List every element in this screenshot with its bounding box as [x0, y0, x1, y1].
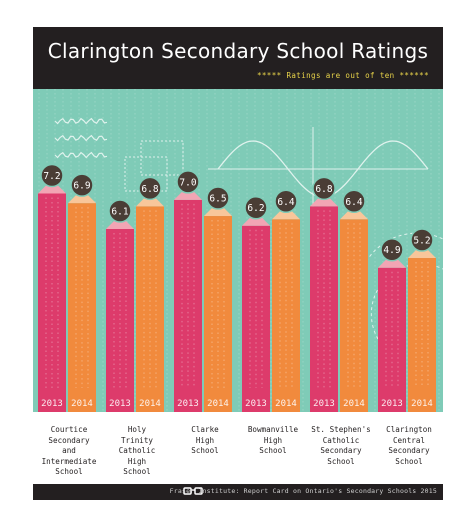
pencil-bar: 5.2 2014 [408, 228, 436, 412]
data-label: 4.9 [383, 245, 400, 256]
chart-title: Clarington Secondary School Ratings [47, 39, 429, 63]
source-note: Fraser Institute: Report Card on Ontario… [169, 487, 437, 495]
series-year-label: 2013 [313, 399, 335, 409]
category-label: St. Stephen's Catholic Secondary School [311, 425, 371, 466]
pencil-bar: 6.8 2013 [310, 176, 338, 412]
pencil-bar: 7.2 2013 [38, 163, 66, 412]
data-label: 7.2 [43, 171, 60, 182]
formula-scribble [54, 134, 108, 142]
value-bubble [410, 228, 434, 252]
value-bubble [176, 170, 200, 194]
header-banner: Clarington Secondary School Ratings ****… [33, 27, 443, 89]
category-label: Clarke High School [191, 425, 219, 455]
bar [136, 206, 164, 412]
data-label: 6.8 [315, 184, 332, 195]
series-year-label: 2014 [71, 399, 93, 409]
bar [204, 216, 232, 412]
value-bubble [138, 176, 162, 201]
pencil-bar: 6.4 2014 [272, 189, 300, 412]
series-year-label: 2014 [139, 399, 161, 409]
series-year-label: 2013 [177, 399, 199, 409]
value-bubble [40, 163, 64, 188]
chart-subtitle: ***** Ratings are out of ten ****** [256, 71, 429, 80]
data-label: 6.5 [209, 194, 226, 205]
data-label: 6.4 [277, 197, 294, 208]
data-label: 6.8 [141, 184, 158, 195]
series-year-label: 2014 [343, 399, 365, 409]
formula-scribble [54, 151, 108, 159]
pencil-bar: 7.0 2013 [174, 170, 202, 412]
glasses-icon [183, 487, 203, 495]
data-label: 6.9 [73, 181, 90, 192]
category-label: Courtice Secondary and Intermediate Scho… [41, 425, 97, 476]
data-label: 6.4 [345, 197, 362, 208]
pencil-bar: 6.8 2014 [136, 176, 164, 412]
series-year-label: 2014 [207, 399, 229, 409]
data-label: 7.0 [179, 177, 196, 188]
pencil-bar: 6.5 2014 [204, 186, 232, 412]
pencil-bar: 6.4 2014 [340, 189, 368, 412]
value-bubble [108, 199, 132, 223]
chart-svg: 7.2 2013 6.9 2014 6.1 2013 6.8 2014 7.0 2013 6.5 20… [38, 89, 443, 412]
pencil-bar: 6.9 2014 [68, 173, 96, 412]
formula-scribble [54, 117, 108, 125]
series-year-label: 2014 [275, 399, 297, 409]
category-label: Holy Trinity Catholic High School [118, 425, 156, 476]
value-bubble [342, 189, 366, 214]
data-label: 6.1 [111, 206, 128, 217]
category-label: Clarington Central Secondary School [386, 425, 432, 466]
pencil-bar: 6.1 2013 [106, 199, 134, 412]
pencil-bar: 4.9 2013 [378, 237, 406, 412]
value-bubble [70, 173, 94, 197]
series-year-label: 2014 [411, 399, 433, 409]
bar [174, 199, 202, 412]
series-year-label: 2013 [109, 399, 131, 409]
school-labels: Courtice Secondary and Intermediate Scho… [33, 425, 443, 485]
series-year-label: 2013 [381, 399, 403, 409]
value-bubble [206, 186, 230, 210]
value-bubble [312, 176, 336, 201]
series-year-label: 2013 [245, 399, 267, 409]
value-bubble [274, 189, 298, 214]
bar [340, 219, 368, 412]
series-year-label: 2013 [41, 399, 63, 409]
data-label: 6.2 [247, 203, 264, 214]
value-bubble [244, 195, 268, 220]
footer-bar: Fraser Institute: Report Card on Ontario… [33, 484, 443, 500]
bar [272, 219, 300, 412]
value-bubble [380, 237, 404, 262]
category-label: Bowmanville High School [247, 425, 299, 455]
bar [310, 206, 338, 412]
pencil-bar: 6.2 2013 [242, 195, 270, 412]
chart-area: 7.2 2013 6.9 2014 6.1 2013 6.8 2014 7.0 2013 6.5 20… [33, 89, 443, 412]
bar [38, 193, 66, 412]
data-label: 5.2 [413, 236, 430, 247]
cube-doodle-front [140, 140, 184, 176]
